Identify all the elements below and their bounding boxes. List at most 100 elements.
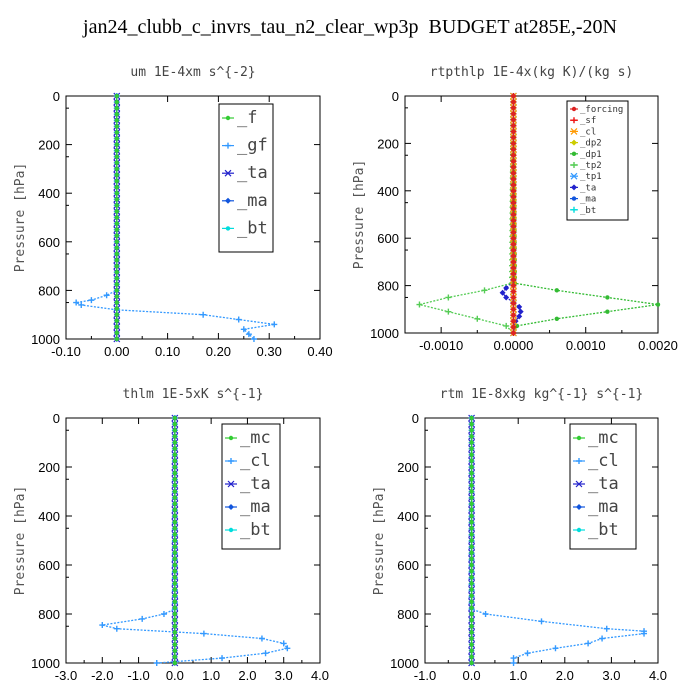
data-point	[114, 239, 120, 244]
data-point	[511, 188, 516, 193]
data-point	[114, 300, 120, 305]
y-tick-label: 200	[397, 460, 419, 475]
legend-swatch-marker	[571, 139, 577, 146]
data-point	[172, 611, 178, 617]
data-point	[78, 301, 85, 308]
data-point	[511, 147, 516, 152]
data-point	[469, 575, 474, 580]
y-tick-label: 0	[392, 89, 399, 104]
data-point	[172, 452, 178, 457]
data-point	[114, 324, 120, 330]
data-point	[469, 538, 474, 543]
y-tick-label: 400	[377, 184, 399, 199]
data-point	[73, 299, 80, 306]
x-tick-label: -3.0	[55, 668, 77, 683]
legend-swatch-marker	[225, 142, 231, 149]
data-point	[284, 645, 291, 652]
legend-swatch-marker	[571, 117, 577, 124]
data-point	[554, 288, 559, 293]
data-point	[511, 307, 516, 312]
legend: _mc _cl _ta _ma _bt	[221, 423, 281, 550]
series-f	[114, 93, 120, 342]
data-point	[172, 550, 178, 555]
data-point	[516, 303, 523, 310]
data-point	[511, 141, 516, 146]
data-point	[114, 257, 120, 263]
legend-label: _forcing	[580, 105, 623, 115]
legend-label: _bt	[237, 218, 268, 238]
legend-swatch-marker	[575, 480, 583, 488]
data-point	[511, 206, 516, 211]
chart-panel-4: rtm 1E-8xkg kg^{-1} s^{-1} -1.0 0.0 1.0 2.0 3…	[372, 387, 667, 683]
x-tick-label: 0.20	[206, 344, 231, 359]
data-point	[114, 93, 120, 99]
data-point	[172, 440, 178, 445]
data-point	[469, 458, 474, 464]
data-point	[554, 316, 559, 321]
data-point	[511, 135, 516, 140]
y-tick-label: 400	[38, 186, 60, 201]
data-point	[511, 123, 516, 128]
legend-label: _sf	[580, 116, 596, 126]
data-point	[469, 464, 474, 470]
data-point	[511, 324, 516, 330]
x-tick-label: -1.0	[127, 668, 149, 683]
data-point	[172, 464, 178, 470]
data-point	[172, 556, 178, 562]
legend: _f _gf _ta _ma _bt	[218, 103, 274, 253]
data-point	[160, 611, 167, 617]
y-tick-label: 1000	[370, 326, 399, 341]
data-point	[511, 277, 516, 282]
data-point	[469, 532, 474, 537]
data-point	[172, 507, 178, 513]
legend-swatch-marker	[571, 196, 577, 201]
data-point	[114, 233, 120, 238]
data-point	[511, 194, 516, 199]
data-point	[511, 259, 516, 265]
chart-panel-3: thlm 1E-5xK s^{-1} -3.0 -2.0 -1.0 0.0 1.0 2.0 3…	[13, 387, 329, 683]
data-point	[114, 148, 120, 153]
y-tick-label: 600	[38, 558, 60, 573]
data-point	[114, 142, 120, 147]
data-point	[469, 587, 474, 592]
data-point	[114, 330, 120, 336]
data-point	[114, 312, 120, 317]
data-point	[469, 550, 474, 555]
legend-label: _ma	[240, 497, 271, 517]
data-point	[114, 154, 120, 159]
data-point	[172, 654, 178, 660]
data-point	[552, 645, 559, 652]
data-point	[469, 642, 474, 647]
data-point	[469, 544, 474, 549]
legend-label: _mc	[588, 428, 619, 448]
y-tick-label: 800	[38, 283, 60, 298]
x-tick-label: 1.0	[202, 668, 220, 683]
series-line	[419, 95, 515, 334]
data-point	[469, 599, 474, 604]
data-point	[172, 434, 178, 439]
y-tick-label: 1000	[31, 656, 60, 671]
data-point	[172, 630, 178, 635]
data-point	[114, 136, 120, 141]
data-point	[114, 184, 120, 190]
legend-label: _ta	[580, 183, 596, 193]
data-point	[511, 111, 516, 116]
x-tick-label: 3.0	[602, 668, 620, 683]
data-point	[114, 197, 120, 202]
legend-swatch-marker	[228, 458, 234, 464]
legend-label: _gf	[237, 136, 268, 156]
x-tick-label: 0.10	[155, 344, 180, 359]
data-point	[114, 263, 120, 269]
data-point	[511, 200, 516, 205]
data-point	[445, 308, 452, 315]
data-point	[153, 660, 160, 666]
data-point	[172, 562, 178, 568]
legend-label: _ta	[240, 474, 271, 494]
data-point	[469, 648, 474, 653]
y-tick-label: 600	[38, 235, 60, 250]
data-point	[511, 105, 516, 111]
data-point	[114, 166, 120, 172]
y-axis-label: Pressure [hPa]	[352, 160, 367, 270]
y-tick-label: 400	[397, 509, 419, 524]
data-point	[172, 599, 178, 604]
